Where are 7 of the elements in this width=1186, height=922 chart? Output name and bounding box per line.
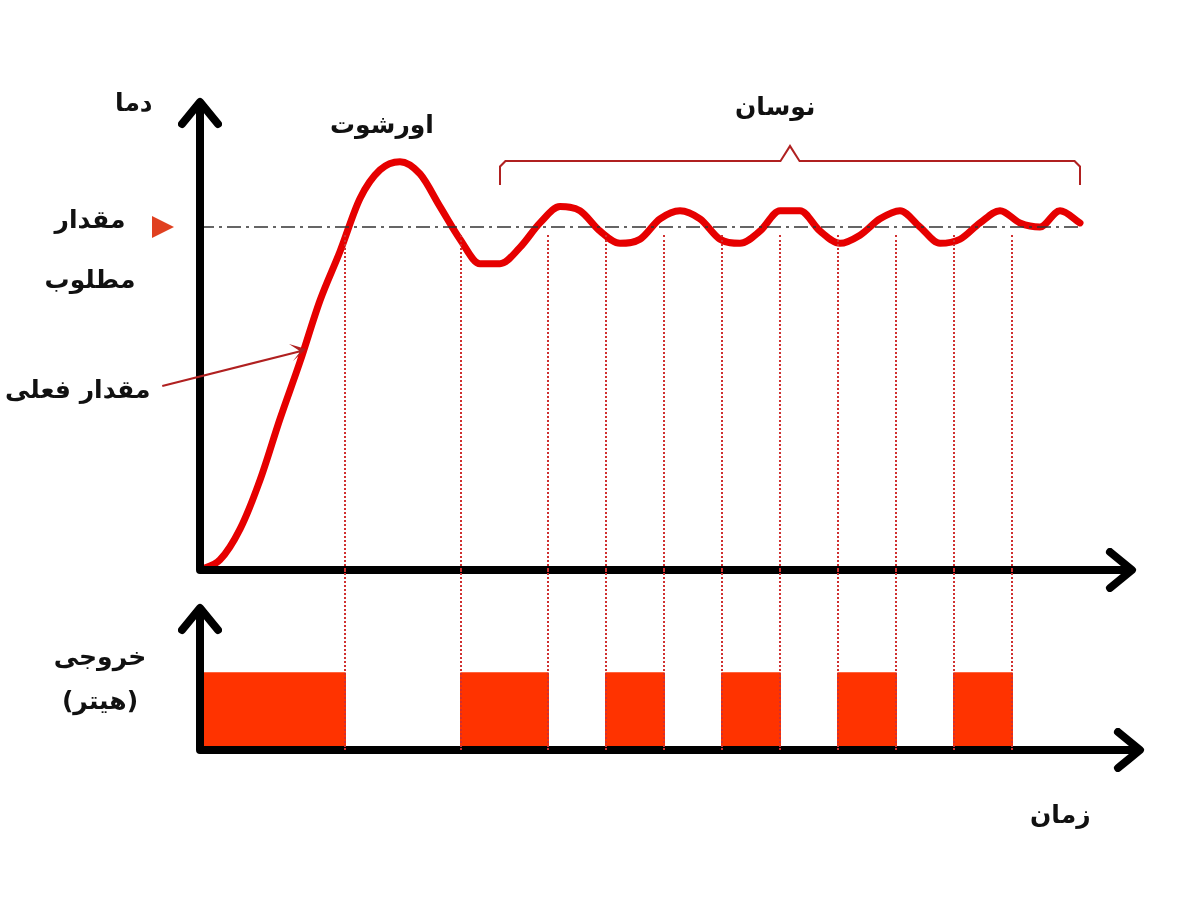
text: مقدار فعلی bbox=[5, 375, 151, 404]
y-axis-title: دما bbox=[115, 88, 153, 117]
y-axis-title: خروجی (هیتر) bbox=[52, 641, 148, 718]
text: مقدار مطلوب bbox=[44, 205, 136, 294]
text: اورشوت bbox=[330, 110, 434, 139]
text: نوسان bbox=[735, 92, 816, 121]
x-axis-title: زمان bbox=[1030, 800, 1091, 829]
